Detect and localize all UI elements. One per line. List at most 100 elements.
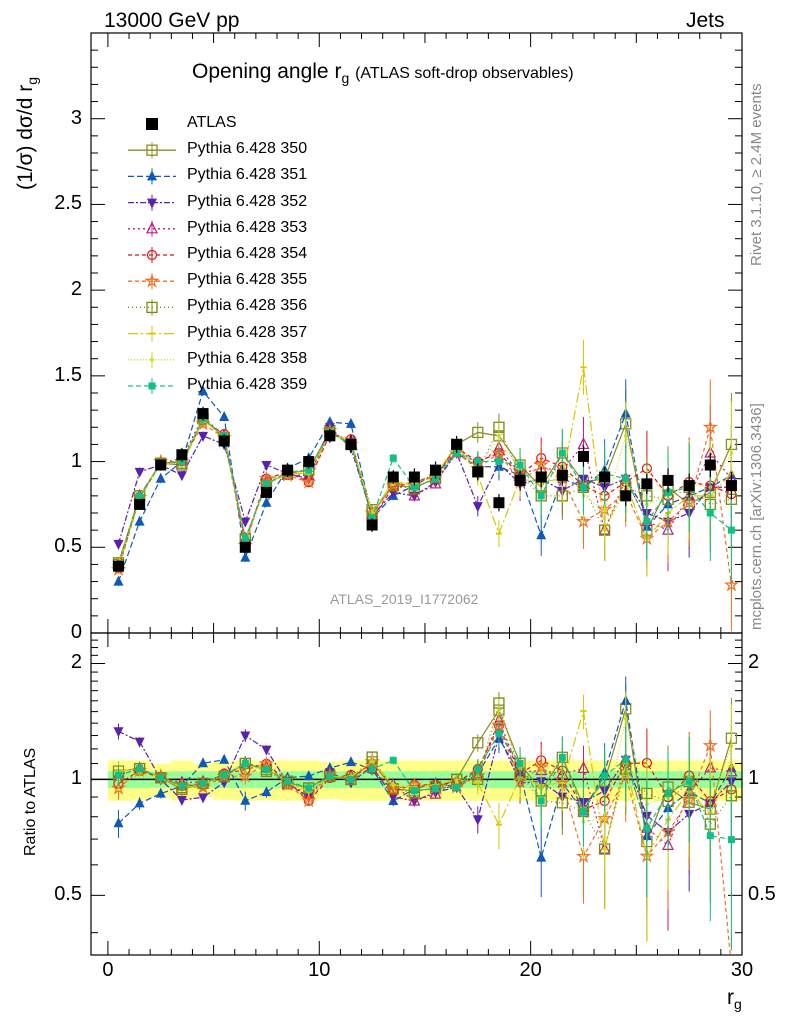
marker-triangle [113, 817, 124, 828]
marker-triangle [147, 170, 157, 181]
legend-label-series-7: Pythia 6.428 356 [187, 297, 308, 315]
y-tick-label: 0 [70, 621, 82, 643]
marker-square [326, 773, 334, 781]
marker-square [643, 518, 651, 526]
marker-square [347, 775, 355, 783]
marker-triangle [240, 731, 251, 742]
marker-triangle [113, 539, 124, 550]
marker-square [685, 777, 693, 785]
plot-title: Opening angle rg (ATLAS soft-drop observ… [192, 60, 574, 86]
y-tick-label: 0.5 [54, 535, 82, 558]
legend-label-series-9: Pythia 6.428 358 [187, 349, 308, 367]
marker-star [110, 780, 127, 795]
marker-triangle [345, 417, 356, 428]
marker-dot [497, 708, 501, 712]
marker-square [643, 824, 651, 832]
legend-label-series-10: Pythia 6.428 359 [187, 376, 308, 393]
marker-triangle [134, 737, 145, 748]
marker-square [146, 144, 158, 156]
mcplots-label: mcplots.cern.ch [arXiv:1306.3436] [748, 403, 765, 630]
x-tick-label: 20 [519, 959, 542, 981]
marker-triangle [155, 472, 166, 483]
analysis-label: ATLAS_2019_I1772062 [330, 591, 479, 607]
marker-dot [602, 816, 607, 821]
x-axis-title-main: r [727, 986, 734, 1009]
y-tick-label: 3 [70, 106, 82, 129]
ratio-series-line [118, 700, 732, 851]
marker-triangle [536, 851, 547, 862]
marker-triangle [408, 488, 421, 501]
legend-label-series-1: Pythia 6.428 350 [187, 140, 308, 158]
marker-square [727, 836, 735, 844]
y-tick-label: 2.5 [54, 192, 82, 215]
data-point [112, 560, 124, 572]
data-point [683, 480, 695, 492]
marker-dot [729, 451, 734, 455]
ratio-y-tick-label: 1 [70, 767, 82, 790]
x-axis-title: rg [727, 986, 742, 1012]
ratio-series-line [118, 723, 732, 811]
series-line [117, 367, 732, 563]
legend-label-series-6: Pythia 6.428 355 [187, 271, 308, 289]
marker-square [410, 787, 418, 795]
legend-label-series-5: Pythia 6.428 354 [187, 245, 308, 262]
marker-dot [602, 507, 607, 512]
y-tick-label: 2 [70, 278, 82, 301]
marker-square [432, 784, 440, 792]
marker-square [495, 458, 503, 466]
data-point [345, 438, 357, 450]
marker-square [197, 777, 209, 790]
x-tick-label: 0 [102, 959, 114, 981]
marker-square [537, 797, 545, 805]
marker-square [516, 461, 524, 469]
data-point [324, 430, 336, 442]
x-axis-title-sub: g [734, 996, 742, 1013]
marker-triangle [155, 787, 166, 798]
marker-square [495, 730, 503, 738]
marker-square [148, 382, 156, 390]
marker-triangle [146, 221, 158, 234]
legend-label-atlas: ATLAS [187, 114, 237, 131]
marker-triangle [388, 792, 399, 803]
marker-square [410, 483, 418, 491]
marker-square [389, 756, 397, 764]
plot-title-main: Opening angle r [192, 60, 342, 83]
legend-label-series-8: Pythia 6.428 357 [187, 323, 308, 341]
data-point [641, 478, 653, 490]
plot-title-sub: g [341, 70, 350, 87]
marker-triangle [472, 815, 483, 826]
data-point [134, 498, 146, 510]
marker-triangle [134, 797, 145, 808]
marker-triangle [198, 793, 209, 804]
data-point [218, 435, 230, 447]
marker-star [575, 513, 592, 529]
marker-triangle [113, 727, 124, 738]
marker-square [453, 783, 461, 791]
data-point [556, 469, 568, 481]
ratio-y-tick-label-right: 0.5 [748, 883, 776, 906]
marker-triangle [303, 770, 314, 781]
data-point [239, 541, 251, 553]
marker-star [301, 792, 317, 808]
marker-star [237, 768, 253, 783]
marker-triangle [198, 757, 209, 768]
legend-label-series-2: Pythia 6.428 351 [187, 166, 308, 184]
legend-marker-atlas [146, 118, 158, 130]
marker-square [516, 759, 524, 767]
marker-triangle [219, 411, 230, 421]
header-left: 13000 GeV pp [104, 9, 240, 32]
y-axis-title: (1/σ) dσ/d rg [14, 77, 40, 190]
data-point [282, 464, 294, 476]
marker-star [195, 779, 211, 794]
marker-dot [623, 716, 628, 721]
data-point [155, 459, 167, 471]
marker-square [558, 753, 566, 761]
marker-square [727, 526, 735, 534]
marker-dot [150, 358, 154, 362]
header-right: Jets [686, 9, 725, 32]
marker-square [114, 771, 122, 779]
ratio-series-line [118, 730, 732, 833]
marker-triangle [240, 551, 251, 562]
ratio-frame [90, 632, 743, 956]
